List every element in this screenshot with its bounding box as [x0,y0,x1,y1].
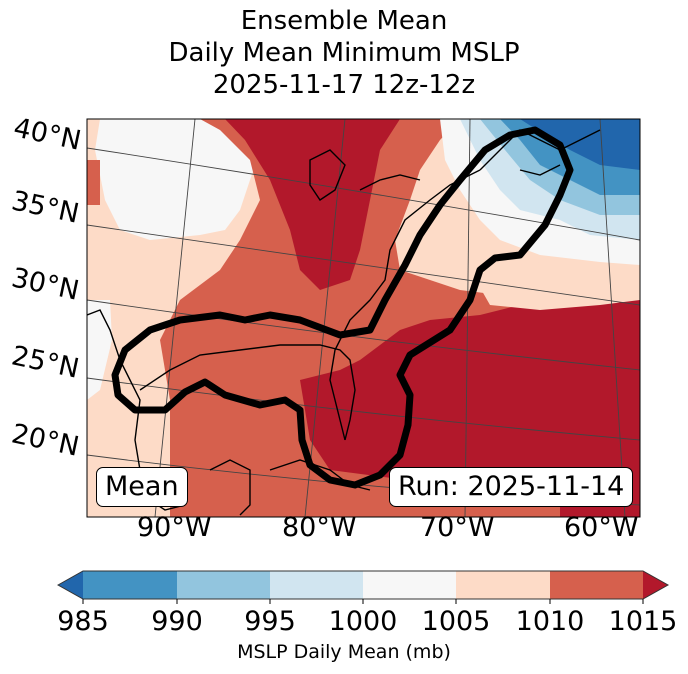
colorbar-985-990 [83,571,177,599]
title-line-2: Daily Mean Minimum MSLP [168,38,520,68]
colorbar-tick-1015: 1015 [608,606,678,637]
colorbar-ticks [82,599,644,604]
field-over-1015-east [300,290,640,517]
colorbar-under-extend [58,571,83,599]
lon-label-60w: 60°W [564,512,639,543]
map-field [87,119,640,517]
field-over-1015-north [225,119,400,290]
colorbar-tick-1010: 1010 [515,606,585,637]
colorbar-tick-990: 990 [151,606,203,637]
colorbar-tick-995: 995 [244,606,296,637]
run-date-annotation: Run: 2025-11-14 [389,467,634,507]
colorbar-tick-985: 985 [57,606,109,637]
colorbar-990-995 [177,571,270,599]
colorbar-1005-1010 [456,571,550,599]
probability-contour [111,126,574,489]
lon-label-70w: 70°W [420,512,495,543]
colorbar-1010-1015 [550,571,643,599]
colorbar-995-1000 [270,571,363,599]
colorbar-tick-1000: 1000 [328,606,398,637]
title-line-3: 2025-11-17 12z-12z [212,70,476,100]
title-line-1: Ensemble Mean [240,6,448,36]
field-1000-1005-west [95,119,255,240]
field-1010-1015-west [87,160,100,205]
map-frame [86,118,641,518]
mean-annotation: Mean [96,467,188,507]
colorbar [56,570,670,604]
lon-label-80w: 80°W [282,512,357,543]
field-under-985 [520,119,640,170]
colorbar-over-extend [643,571,668,599]
field-1000-1005-sw [87,300,112,400]
lon-label-90w: 90°W [137,512,212,543]
colorbar-1000-1005 [363,571,456,599]
colorbar-label: MSLP Daily Mean (mb) [237,641,451,663]
colorbar-tick-1005: 1005 [421,606,491,637]
